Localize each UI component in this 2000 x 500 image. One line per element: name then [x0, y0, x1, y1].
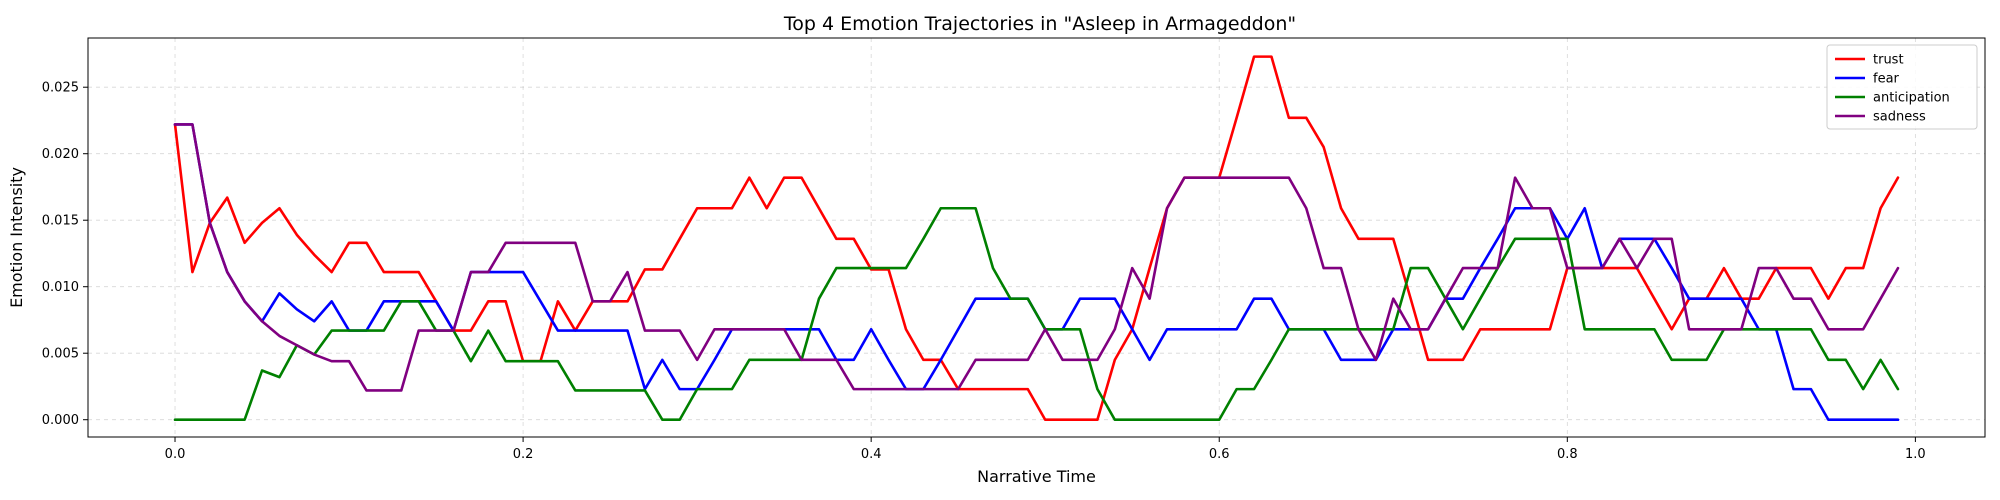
- x-tick-label: 0.2: [513, 447, 534, 462]
- legend: trust fear anticipation sadness: [1826, 44, 1978, 130]
- series-line-anticipation: [173, 206, 1900, 422]
- y-tick-label: 0.010: [42, 280, 79, 295]
- legend-label-anticipation: anticipation: [1873, 91, 1950, 106]
- x-tick-label: 0.6: [1209, 447, 1230, 462]
- series-line-sadness: [173, 123, 1900, 392]
- legend-label-fear: fear: [1873, 72, 1900, 87]
- y-axis-label: Emotion Intensity: [7, 167, 26, 308]
- series-lines: [173, 55, 1900, 422]
- legend-label-trust: trust: [1873, 53, 1904, 68]
- axis-ticks: 0.0 0.2 0.4 0.6 0.8 1.0 0.000 0.005 0.010 0.015 0.…: [42, 81, 1926, 462]
- plot-frame: [87, 37, 1986, 438]
- y-tick-label: 0.025: [42, 81, 79, 96]
- x-tick-label: 1.0: [1905, 447, 1926, 462]
- y-tick-label: 0.020: [42, 147, 79, 162]
- y-tick-label: 0.015: [42, 214, 79, 229]
- x-tick-label: 0.0: [165, 447, 186, 462]
- y-tick-label: 0.000: [42, 413, 79, 428]
- x-tick-label: 0.8: [1557, 447, 1578, 462]
- chart-title: Top 4 Emotion Trajectories in "Asleep in…: [783, 13, 1296, 35]
- legend-box: [1826, 44, 1978, 130]
- legend-label-sadness: sadness: [1873, 110, 1926, 125]
- x-tick-label: 0.4: [861, 447, 882, 462]
- x-axis-label: Narrative Time: [977, 467, 1096, 486]
- grid-lines: [88, 38, 1985, 437]
- y-tick-label: 0.005: [42, 347, 79, 362]
- series-line-trust: [173, 55, 1900, 422]
